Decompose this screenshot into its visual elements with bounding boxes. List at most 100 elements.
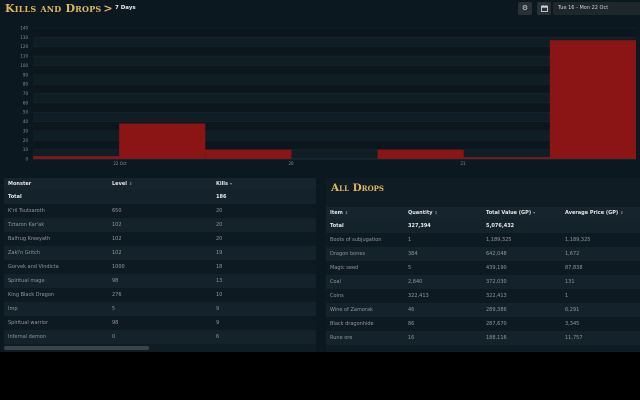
table-row[interactable]: Rune ore 16 188,116 11,757 <box>326 331 640 345</box>
cell-name: Spiritual warrior <box>4 316 108 330</box>
cell-kills: 18 <box>212 260 316 274</box>
cell-kills: 186 <box>212 190 316 204</box>
page-title: Kills and Drops > <box>5 2 113 15</box>
cell-avg: 11,757 <box>561 331 640 345</box>
cell-kills: 20 <box>212 204 316 218</box>
table-row[interactable]: Spiritual mage 98 13 <box>4 274 316 288</box>
table-row[interactable]: Magic seed 5 439,190 87,838 <box>326 261 640 275</box>
cell-kills: 6 <box>212 330 316 344</box>
chart-bar <box>377 149 464 159</box>
cell-avg <box>561 219 640 233</box>
column-header-kills[interactable]: Kills ▾ <box>212 178 316 190</box>
cell-quantity: 86 <box>404 317 482 331</box>
table-row[interactable]: Infernal demon 0 6 <box>4 330 316 344</box>
cell-kills: 9 <box>212 302 316 316</box>
table-row[interactable]: Spiritual warrior 98 9 <box>4 316 316 330</box>
chart-band <box>33 140 636 150</box>
y-tick-label: 50 <box>23 110 29 115</box>
cell-kills: 20 <box>212 232 316 246</box>
table-row[interactable]: Coins 322,413 322,413 1 <box>326 289 640 303</box>
table-row[interactable]: Dragon bones 384 642,048 1,672 <box>326 247 640 261</box>
chart-band <box>33 74 636 85</box>
chart-bar <box>33 156 120 159</box>
cell-item: Magic seed <box>326 261 404 275</box>
chart-band <box>33 112 636 122</box>
column-header-monster[interactable]: Monster <box>4 178 108 190</box>
cell-name: King Black Dragon <box>4 288 108 302</box>
cell-level: 98 <box>108 274 212 288</box>
app-window: Kills and Drops > 7 Days ⚙ Tue 16 - Mon 2… <box>0 0 640 352</box>
table-row[interactable]: Boots of subjugation 1 1,189,325 1,189,325 <box>326 233 640 247</box>
calendar-button[interactable] <box>537 2 551 15</box>
cell-name: Spiritual mage <box>4 274 108 288</box>
gear-icon: ⚙ <box>521 4 529 12</box>
date-range-picker[interactable]: Tue 16 - Mon 22 Oct <box>553 2 640 15</box>
cell-value: 439,190 <box>482 261 561 275</box>
table-row[interactable]: Imp 5 9 <box>4 302 316 316</box>
cell-name: Gorvek and Vindicta <box>4 260 108 274</box>
cell-level: 1000 <box>108 260 212 274</box>
drops-table: Item ⇕ Quantity ⇕ Total Value (GP) ▾ Averag… <box>326 207 640 345</box>
table-row[interactable]: Zakl'n Gritch 102 19 <box>4 246 316 260</box>
drops-body: Total 327,394 5,076,432 Boots of subjugatio… <box>326 219 640 345</box>
table-row[interactable]: King Black Dragon 276 10 <box>4 288 316 302</box>
cell-name: Infernal demon <box>4 330 108 344</box>
table-total-row[interactable]: Total 186 <box>4 190 316 204</box>
column-header-total-value[interactable]: Total Value (GP) ▾ <box>482 207 561 219</box>
header: Kills and Drops > 7 Days ⚙ Tue 16 - Mon 2… <box>0 0 640 18</box>
column-header-item[interactable]: Item ⇕ <box>326 207 404 219</box>
cell-quantity: 327,394 <box>404 219 482 233</box>
cell-value: 322,413 <box>482 289 561 303</box>
y-tick-label: 60 <box>23 100 29 105</box>
monsters-table: Monster Level ⇕ Kills ▾ Total 186 K'ril Tsut… <box>4 178 316 344</box>
chart-band <box>33 56 636 66</box>
cell-level: 650 <box>108 204 212 218</box>
cell-value: 372,030 <box>482 275 561 289</box>
column-header-quantity[interactable]: Quantity ⇕ <box>404 207 482 219</box>
horizontal-scrollbar[interactable] <box>4 346 149 350</box>
cell-avg: 1,189,325 <box>561 233 640 247</box>
drops-panel: All Drops Item ⇕ Quantity ⇕ Total Value (G… <box>326 178 640 352</box>
sort-icon: ⇕ <box>344 210 349 215</box>
table-row[interactable]: Gorvek and Vindicta 1000 18 <box>4 260 316 274</box>
table-row[interactable]: Coal 2,840 372,030 131 <box>326 275 640 289</box>
y-tick-label: 130 <box>20 35 28 40</box>
x-tick-label: 22 Oct <box>113 161 127 166</box>
cell-name: Balfrug Kreeyath <box>4 232 108 246</box>
cell-name: Tztaron Kar'ak <box>4 218 108 232</box>
page-title-text: Kills and Drops <box>5 2 102 15</box>
column-header-level[interactable]: Level ⇕ <box>108 178 212 190</box>
table-row[interactable]: Wine of Zamorak 46 289,386 6,291 <box>326 303 640 317</box>
y-tick-label: 110 <box>20 54 28 59</box>
table-total-row[interactable]: Total 327,394 5,076,432 <box>326 219 640 233</box>
y-tick-label: 20 <box>23 138 29 143</box>
x-tick-label: 21 <box>460 161 466 166</box>
y-tick-label: 30 <box>23 128 29 133</box>
settings-button[interactable]: ⚙ <box>518 2 532 15</box>
chart-bar <box>119 123 206 159</box>
table-row[interactable]: Black dragonhide 86 287,670 3,345 <box>326 317 640 331</box>
chart-bar <box>205 149 292 159</box>
cell-kills: 19 <box>212 246 316 260</box>
y-tick-label: 100 <box>20 63 28 68</box>
chart-band <box>33 28 636 38</box>
cell-level: 0 <box>108 330 212 344</box>
column-header-average-price[interactable]: Average Price (GP) ⇕ <box>561 207 640 219</box>
chart-band <box>33 37 636 47</box>
cell-kills: 10 <box>212 288 316 302</box>
chart-band <box>33 46 636 57</box>
cell-kills: 13 <box>212 274 316 288</box>
chart-band <box>33 84 636 94</box>
cell-avg: 131 <box>561 275 640 289</box>
table-row[interactable]: K'ril Tsutsaroth 650 20 <box>4 204 316 218</box>
table-row[interactable]: Tztaron Kar'ak 102 20 <box>4 218 316 232</box>
cell-name: Zakl'n Gritch <box>4 246 108 260</box>
cell-item: Coal <box>326 275 404 289</box>
y-tick-label: 40 <box>23 119 29 124</box>
table-row[interactable]: Balfrug Kreeyath 102 20 <box>4 232 316 246</box>
x-tick-label: 20 <box>288 161 294 166</box>
cell-item: Boots of subjugation <box>326 233 404 247</box>
cell-quantity: 1 <box>404 233 482 247</box>
sort-icon: ⇕ <box>128 181 133 186</box>
drops-title: All Drops <box>331 182 384 194</box>
